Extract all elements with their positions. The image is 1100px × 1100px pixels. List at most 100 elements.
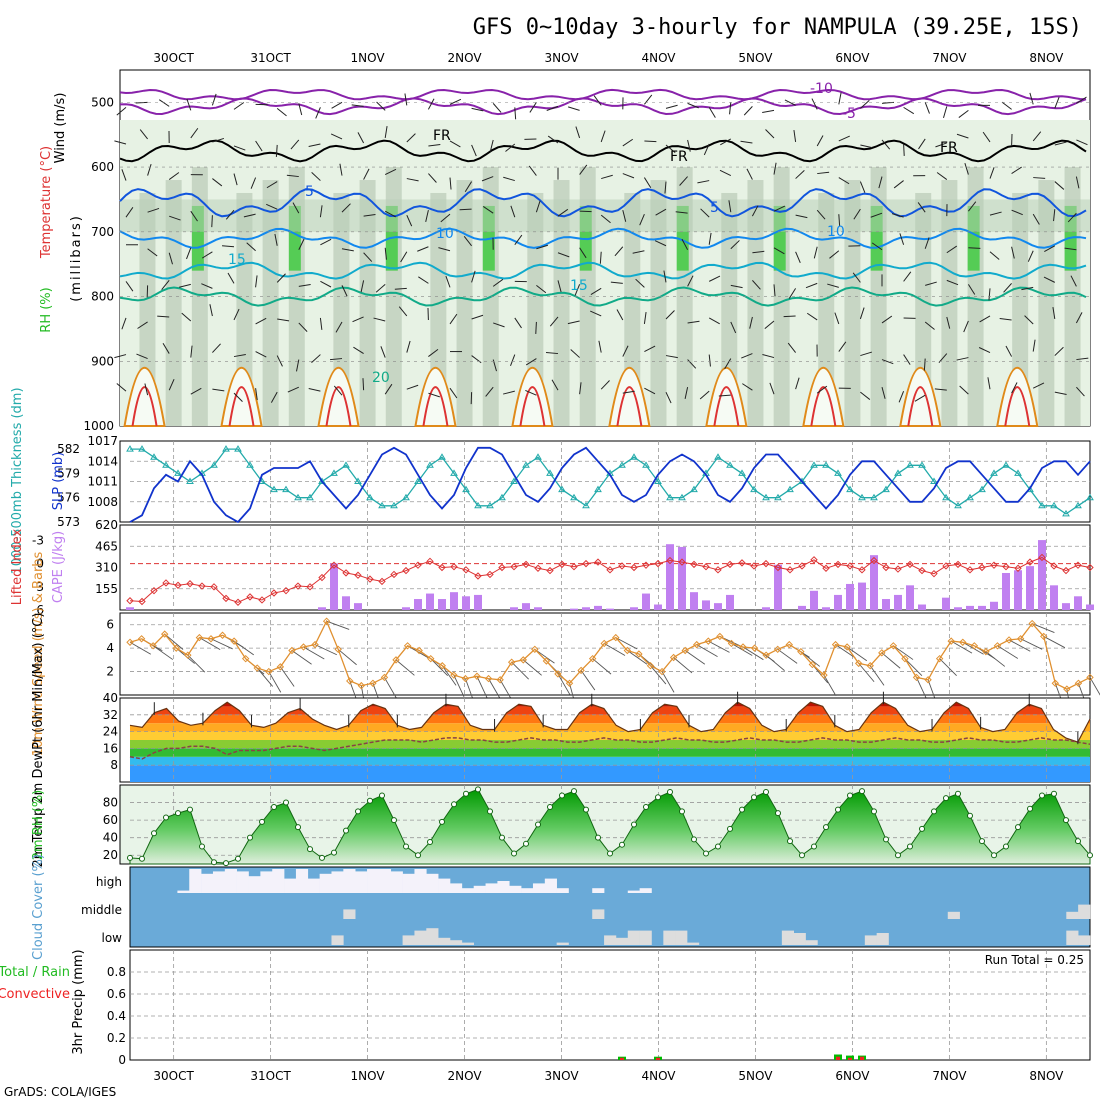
wind-barb [376, 101, 386, 111]
cape-bar [462, 596, 470, 610]
wind-barb [622, 345, 629, 357]
surface-heat-contour [325, 386, 352, 427]
wind-barb [784, 99, 796, 106]
thickness-point [786, 485, 794, 493]
rh-point [199, 843, 205, 850]
thickness-point [834, 469, 842, 476]
wind-barb [643, 177, 652, 189]
date-tick-top: 3NOV [544, 51, 579, 65]
wind-speed-point [820, 671, 828, 679]
li-point [174, 581, 182, 589]
cape-bar [894, 594, 902, 610]
cape-bar [822, 607, 830, 610]
wind-speed-point [612, 633, 620, 642]
thickness-point [582, 501, 590, 509]
wind-barb [1024, 315, 1034, 325]
thickness-point [534, 453, 542, 460]
wind-barb [449, 98, 462, 105]
li-point [954, 560, 962, 569]
wind-barb [567, 106, 580, 111]
wind-barb [268, 671, 282, 693]
wind-barb [989, 211, 1002, 216]
rh-label: 2m RH (%) [31, 790, 46, 861]
wind-barb [811, 98, 818, 110]
wind-barb [201, 251, 213, 259]
slp-tick: 1017 [87, 434, 118, 448]
wind-barb [917, 202, 926, 213]
cloud-high-bar [367, 869, 380, 893]
precip-tick: 0.6 [107, 987, 126, 1001]
cape-bar [726, 594, 734, 610]
thickness-point [678, 493, 686, 501]
cloud-low-bar [639, 930, 652, 945]
wind-barb [742, 646, 764, 661]
cape-bar [762, 607, 770, 610]
wind-barb [522, 659, 542, 676]
cape-bar [918, 604, 926, 610]
rh-point [631, 821, 637, 828]
wind-barb [331, 101, 343, 109]
li-point [1026, 558, 1034, 566]
wind-barb [914, 394, 926, 402]
rh-point [559, 792, 565, 799]
rh-point [295, 824, 301, 831]
wind-barb [773, 247, 785, 255]
wind-barb [557, 208, 569, 217]
wind-barb [199, 637, 221, 650]
wind-barb [746, 168, 753, 180]
cloud-label: Cloud Cover (%) [31, 854, 46, 960]
wind-barb [899, 233, 905, 245]
cloud-high-bar [177, 890, 190, 893]
wind-barb [303, 646, 325, 660]
cloud-high-bar [272, 869, 285, 893]
wind-barb [644, 140, 657, 143]
cape-bar [570, 608, 578, 610]
thickness-point [210, 461, 218, 468]
wind-speed-point [427, 654, 435, 663]
wind-barb [212, 137, 225, 143]
thickness-point [858, 493, 866, 501]
cloud-high-bar [319, 873, 332, 893]
wind-barb [1070, 275, 1077, 287]
li-point [522, 560, 530, 569]
dewpoint-line [129, 737, 1091, 760]
li-point [438, 563, 446, 572]
wind-speed-point [727, 639, 736, 648]
rh-shade-column [1038, 180, 1055, 426]
rh-point [955, 790, 961, 797]
cape-tick: 155 [95, 582, 118, 596]
wind-barb [395, 659, 415, 676]
cloud-level-middle: middle [81, 903, 122, 917]
cloud-low-bar [402, 935, 415, 945]
wind-barb [599, 251, 602, 264]
wind-speed-point [623, 646, 632, 655]
wind-barb [708, 354, 711, 367]
cloud-low-bar [1066, 930, 1079, 945]
cape-bar [1026, 566, 1034, 610]
wind-speed-point [357, 681, 366, 690]
wind-barb [212, 343, 221, 353]
date-tick-bottom: 2NOV [448, 1069, 483, 1083]
wind-barb [341, 285, 348, 297]
cape-bar [414, 599, 422, 610]
wind-tick: 2 [106, 665, 114, 679]
wind-barb [514, 317, 522, 329]
cloud-high-bar [485, 883, 498, 893]
cape-bar [702, 600, 710, 610]
li-point [846, 562, 854, 570]
wind-barb [168, 172, 180, 180]
cloud-high-bar [307, 878, 320, 893]
rh-tick: 20 [103, 848, 118, 862]
wind-barb [277, 318, 290, 322]
cape-tick: 310 [95, 561, 118, 575]
slp-thickness-panel: 573 576 579 582 1008 1011 1014 1017 1000-500mb … [10, 387, 1094, 575]
wind-barb [918, 138, 926, 150]
cloud-middle-bar [592, 909, 605, 919]
li-point [222, 594, 230, 603]
wind-barb [703, 143, 710, 156]
thickness-point [1062, 509, 1070, 517]
wind-barb [406, 178, 419, 182]
wind-speed-point [600, 639, 608, 648]
thickness-point [990, 469, 998, 476]
thickness-point [690, 485, 698, 493]
